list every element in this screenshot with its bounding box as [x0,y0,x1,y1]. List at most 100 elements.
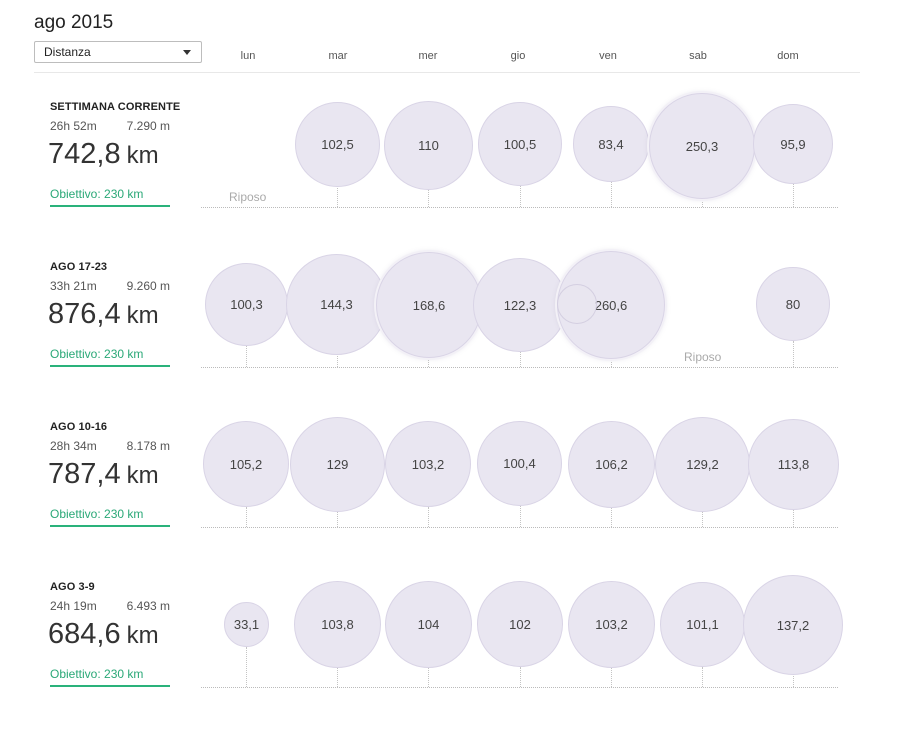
week-goal: Obiettivo: 230 km [50,187,144,201]
week-label: AGO 3-9 [50,581,95,593]
day-stem [246,647,247,687]
chevron-down-icon [183,50,191,55]
day-bubble-mar[interactable]: 129 [290,417,385,512]
day-stem [246,346,247,367]
week-total-value: 684,6 [48,618,121,650]
selection-marker [557,284,597,324]
day-bubble-mar[interactable]: 102,5 [295,102,380,187]
day-stem [337,186,338,207]
day-stem [428,357,429,367]
day-stem [337,512,338,527]
day-bubble-dom[interactable]: 80 [756,267,830,341]
week-duration: 24h 19m [50,599,97,613]
day-bubble-dom[interactable]: 113,8 [748,419,839,510]
week-goal: Obiettivo: 230 km [50,507,144,521]
week-total: 742,8 km [48,138,159,171]
week-row: AGO 3-9 24h 19m 6.493 m 684,6 km Obiettiv… [0,575,904,731]
week-baseline [201,367,838,368]
day-stem [520,351,521,367]
week-row: SETTIMANA CORRENTE 26h 52m 7.290 m 742,8… [0,93,904,251]
day-bubble-ven[interactable]: 106,2 [568,421,655,508]
week-total-value: 742,8 [48,138,121,170]
week-baseline [201,687,838,688]
goal-progress-bar [50,685,170,687]
week-elevation: 9.260 m [126,279,170,293]
day-bubble-dom[interactable]: 137,2 [743,575,843,675]
week-goal: Obiettivo: 230 km [50,347,144,361]
day-stem [793,341,794,367]
week-total: 787,4 km [48,458,159,491]
day-header-mer: mer [418,50,438,62]
day-stem [702,512,703,527]
day-header-ven: ven [599,50,617,62]
week-total-unit: km [126,142,159,169]
day-stem [611,357,612,367]
metric-dropdown-value: Distanza [44,45,91,59]
day-stem [428,668,429,687]
day-stem [793,184,794,207]
day-header-mar: mar [328,50,348,62]
week-total: 684,6 km [48,618,159,651]
week-baseline [201,527,838,528]
metric-dropdown[interactable]: Distanza [34,41,202,63]
goal-progress-bar [50,365,170,367]
day-bubble-gio[interactable]: 100,5 [478,102,562,186]
week-label: SETTIMANA CORRENTE [50,101,181,113]
day-bubble-gio[interactable]: 100,4 [477,421,562,506]
week-duration: 28h 34m [50,439,97,453]
day-bubble-mar[interactable]: 103,8 [294,581,381,668]
day-bubble-lun[interactable]: 105,2 [203,421,289,507]
rest-label: Riposo [229,190,267,204]
day-stem [337,667,338,687]
day-stem [246,507,247,527]
day-bubble-mer[interactable]: 110 [384,101,473,190]
week-total-value: 787,4 [48,458,121,490]
week-elevation: 6.493 m [126,599,170,613]
week-row: AGO 10-16 28h 34m 8.178 m 787,4 km Obiett… [0,417,904,571]
week-duration: 26h 52m [50,119,97,133]
week-total-unit: km [126,622,159,649]
week-total-value: 876,4 [48,298,121,330]
week-elevation: 7.290 m [126,119,170,133]
day-bubble-sab[interactable]: 129,2 [655,417,750,512]
day-stem [611,507,612,527]
day-bubble-mar[interactable]: 144,3 [286,254,387,355]
week-label: AGO 17-23 [50,261,108,273]
month-title: ago 2015 [34,12,114,33]
day-bubble-mer[interactable]: 168,6 [376,252,482,358]
goal-progress-bar [50,525,170,527]
day-bubble-sab[interactable]: 101,1 [660,582,745,667]
day-stem [428,507,429,527]
day-bubble-dom[interactable]: 95,9 [753,104,833,184]
day-stem [793,674,794,687]
day-header-sab: sab [689,50,707,62]
week-row: AGO 17-23 33h 21m 9.260 m 876,4 km Obiett… [0,251,904,411]
day-stem [611,667,612,687]
day-bubble-sab[interactable]: 250,3 [649,93,755,199]
day-stem [520,667,521,687]
day-stem [611,182,612,207]
day-stem [702,196,703,207]
day-bubble-mer[interactable]: 103,2 [385,421,471,507]
week-total-unit: km [126,462,159,489]
week-goal: Obiettivo: 230 km [50,667,144,681]
day-stem [428,189,429,207]
rest-label: Riposo [684,350,722,364]
day-bubble-mer[interactable]: 104 [385,581,472,668]
day-header-dom: dom [777,50,799,62]
day-bubble-ven[interactable]: 83,4 [573,106,649,182]
day-bubble-ven[interactable]: 103,2 [568,581,655,668]
day-bubble-lun[interactable]: 100,3 [205,263,288,346]
day-header-gio: gio [510,50,526,62]
day-stem [702,667,703,687]
day-bubble-gio[interactable]: 102 [477,581,563,667]
day-bubble-lun[interactable]: 33,1 [224,602,269,647]
header-divider [34,72,860,73]
day-stem [520,506,521,527]
day-stem [793,510,794,527]
goal-progress-bar [50,205,170,207]
week-elevation: 8.178 m [126,439,170,453]
day-stem [337,354,338,367]
day-bubble-gio[interactable]: 122,3 [473,258,567,352]
day-stem [520,186,521,207]
